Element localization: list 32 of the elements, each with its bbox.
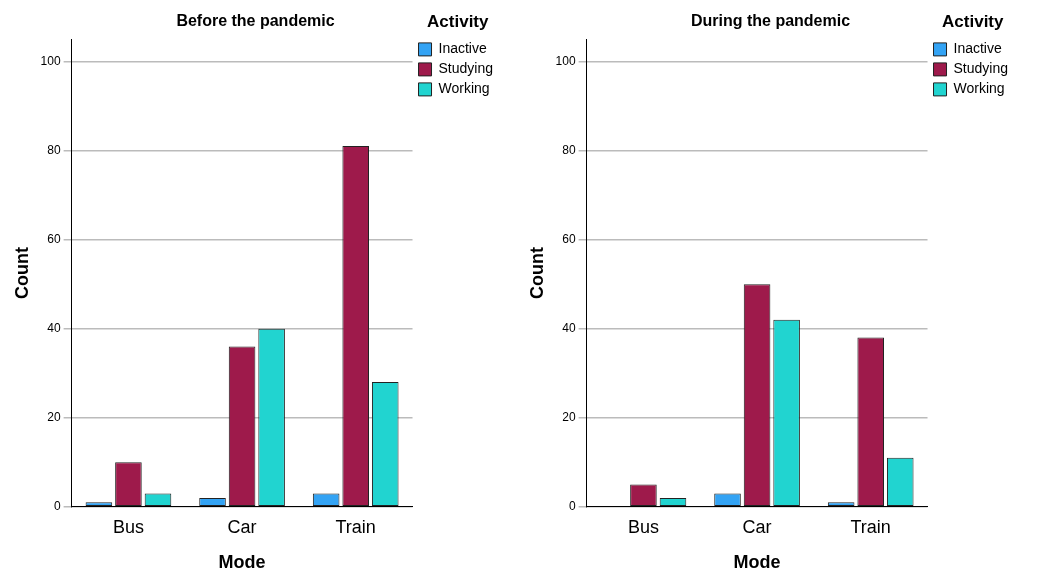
legend-label: Working bbox=[953, 80, 1005, 97]
chart-title: During the pandemic bbox=[690, 12, 851, 30]
y-tick-label: 100 bbox=[40, 53, 61, 68]
x-tick-label: Train bbox=[335, 516, 376, 537]
x-axis-title: Mode bbox=[733, 552, 781, 573]
y-tick-label: 60 bbox=[47, 231, 61, 246]
x-tick-label: Bus bbox=[112, 516, 144, 537]
y-tick-label: 80 bbox=[47, 142, 61, 157]
legend-title: Activity bbox=[942, 12, 1004, 32]
chart-title: Before the pandemic bbox=[176, 12, 335, 30]
legend-label: Working bbox=[438, 80, 490, 97]
y-tick-label: 100 bbox=[555, 53, 576, 68]
y-tick-label: 80 bbox=[562, 142, 576, 157]
x-tick-label: Car bbox=[742, 516, 772, 537]
legend-title: Activity bbox=[427, 12, 489, 32]
legend-label: Studying bbox=[438, 60, 493, 77]
y-tick-label: 20 bbox=[47, 410, 61, 425]
legend-label: Studying bbox=[953, 60, 1008, 77]
legend-label: Inactive bbox=[438, 40, 487, 57]
x-axis-title: Mode bbox=[218, 552, 266, 573]
legend-label: Inactive bbox=[953, 40, 1002, 57]
x-tick-label: Bus bbox=[627, 516, 659, 537]
y-tick-label: 0 bbox=[53, 499, 61, 514]
y-tick-label: 0 bbox=[568, 499, 576, 514]
y-tick-label: 60 bbox=[562, 231, 576, 246]
y-axis-title: Count bbox=[11, 247, 32, 299]
x-tick-label: Car bbox=[227, 516, 257, 537]
y-tick-label: 40 bbox=[47, 320, 61, 335]
y-axis-title: Count bbox=[526, 247, 547, 299]
y-tick-label: 40 bbox=[562, 320, 576, 335]
x-tick-label: Train bbox=[850, 516, 891, 537]
y-tick-label: 20 bbox=[562, 410, 576, 425]
